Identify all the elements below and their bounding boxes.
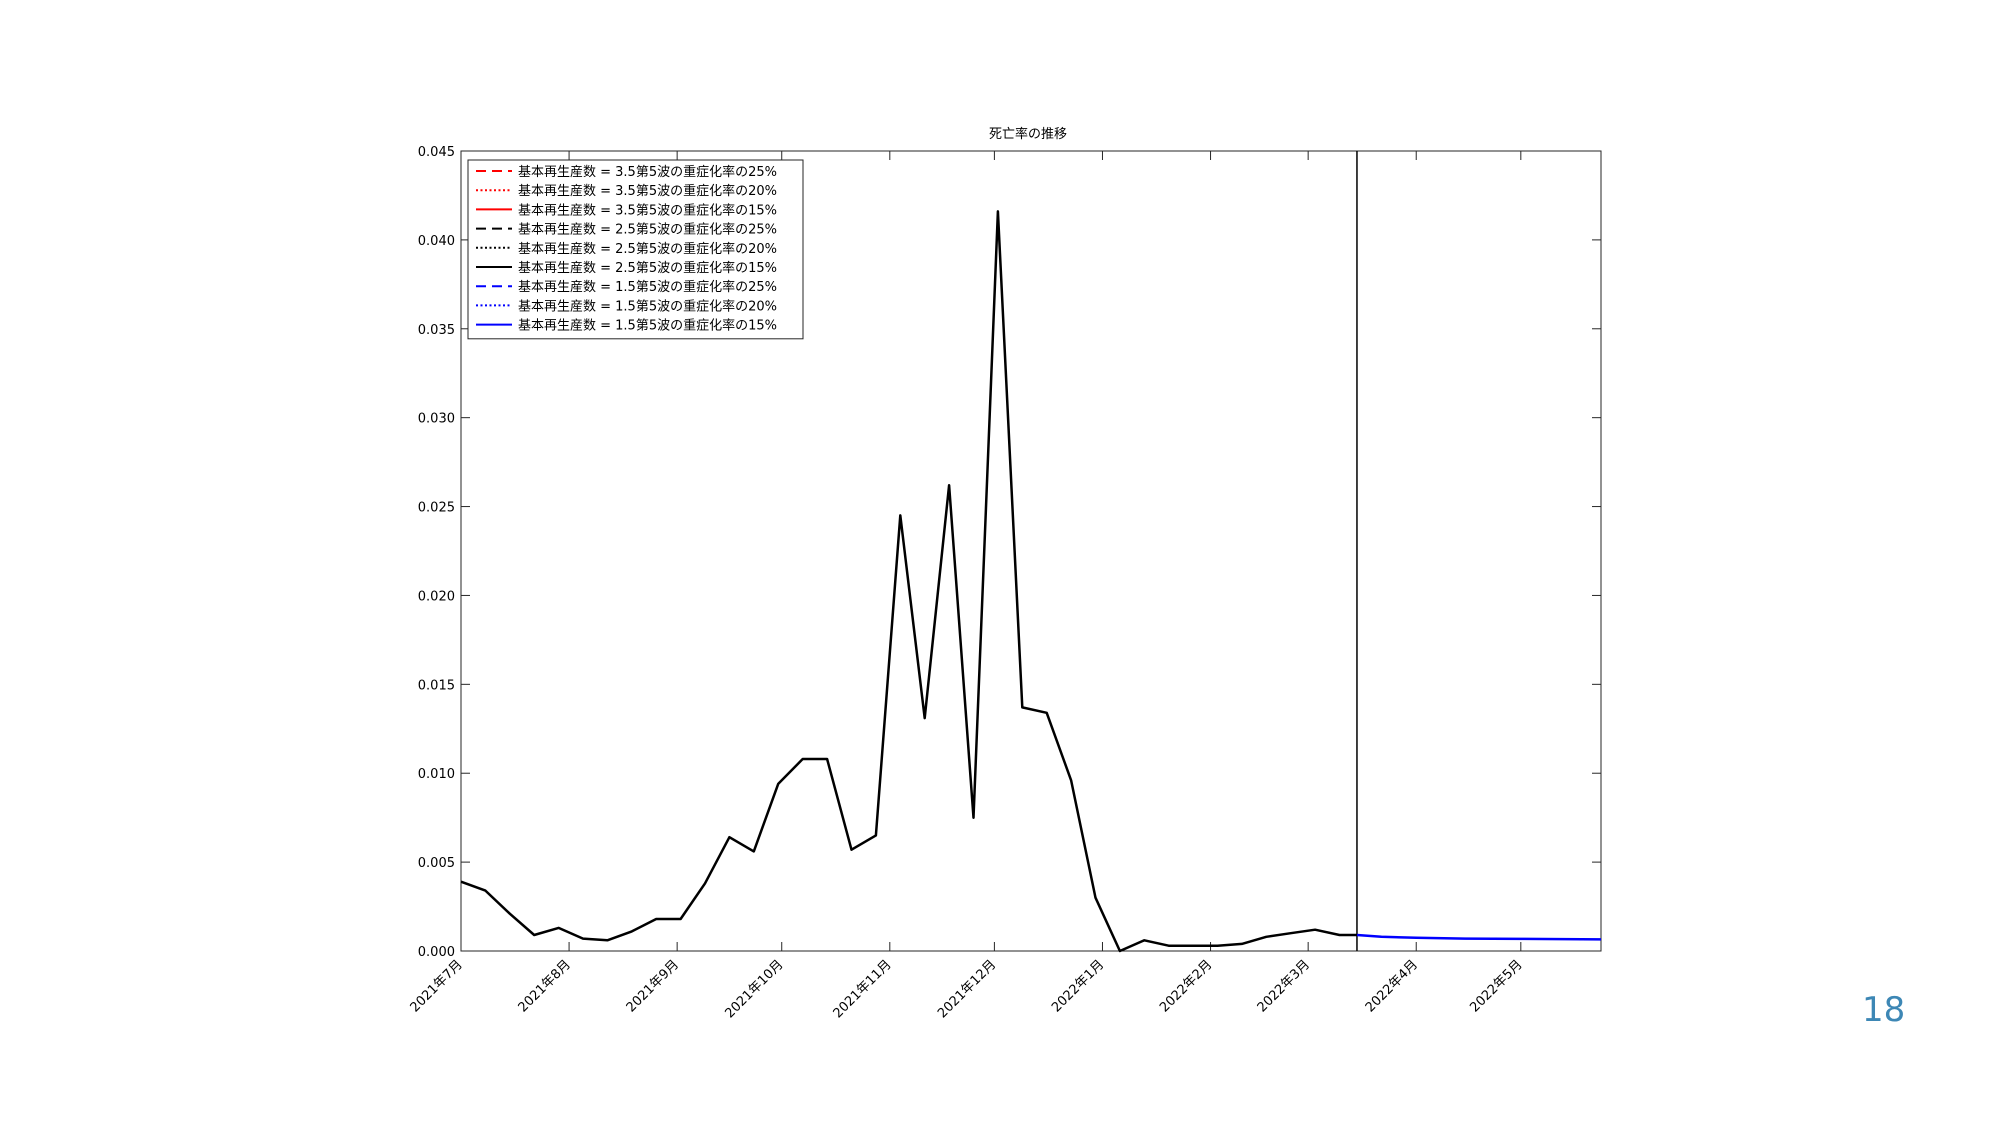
legend-label: 基本再生産数 = 3.5第5波の重症化率の15%: [518, 202, 777, 218]
x-tick-label: 2021年11月: [831, 957, 895, 1021]
legend-label: 基本再生産数 = 3.5第5波の重症化率の25%: [518, 164, 777, 180]
x-tick-label: 2022年1月: [1049, 957, 1107, 1015]
y-tick-label: 0.010: [418, 767, 455, 782]
y-tick-label: 0.025: [418, 501, 455, 516]
chart-legend: 基本再生産数 = 3.5第5波の重症化率の25% 基本再生産数 = 3.5第5波の…: [467, 159, 804, 340]
y-tick-label: 0.005: [418, 856, 455, 871]
x-tick-label: 2021年7月: [408, 957, 466, 1015]
y-tick-label: 0.035: [418, 323, 455, 338]
y-tick-label: 0.015: [418, 678, 455, 693]
y-tick-label: 0.040: [418, 234, 455, 249]
x-tick-label: 2022年4月: [1363, 957, 1421, 1015]
x-tick-label: 2022年5月: [1467, 957, 1525, 1015]
y-tick-label: 0.030: [418, 412, 455, 427]
legend-label: 基本再生産数 = 2.5第5波の重症化率の15%: [518, 260, 777, 276]
legend-label: 基本再生産数 = 2.5第5波の重症化率の20%: [518, 241, 777, 257]
x-tick-label: 2021年10月: [722, 957, 786, 1021]
x-tick-label: 2021年8月: [516, 957, 574, 1015]
legend-box: [467, 159, 804, 340]
x-tick-label: 2022年3月: [1255, 957, 1313, 1015]
legend-label: 基本再生産数 = 1.5第5波の重症化率の25%: [518, 279, 777, 295]
plot-frame: [460, 150, 1602, 952]
legend-label: 基本再生産数 = 1.5第5波の重症化率の15%: [518, 318, 777, 334]
series-line-0: [460, 210, 1357, 953]
legend-label: 基本再生産数 = 2.5第5波の重症化率の25%: [518, 222, 777, 238]
legend-label: 基本再生産数 = 1.5第5波の重症化率の20%: [518, 298, 777, 314]
chart-title: 死亡率の推移: [989, 126, 1067, 142]
x-tick-label: 2022年2月: [1157, 957, 1215, 1015]
y-tick-label: 0.020: [418, 589, 455, 604]
legend-label: 基本再生産数 = 3.5第5波の重症化率の20%: [518, 183, 777, 199]
x-tick-label: 2021年12月: [935, 957, 999, 1021]
page-number: 18: [1862, 990, 1906, 1030]
series-line-1: [1356, 933, 1602, 941]
plot-series: [460, 151, 1602, 953]
y-tick-label: 0.045: [418, 145, 455, 160]
x-tick-label: 2021年9月: [624, 957, 682, 1015]
y-tick-label: 0.000: [418, 945, 455, 960]
